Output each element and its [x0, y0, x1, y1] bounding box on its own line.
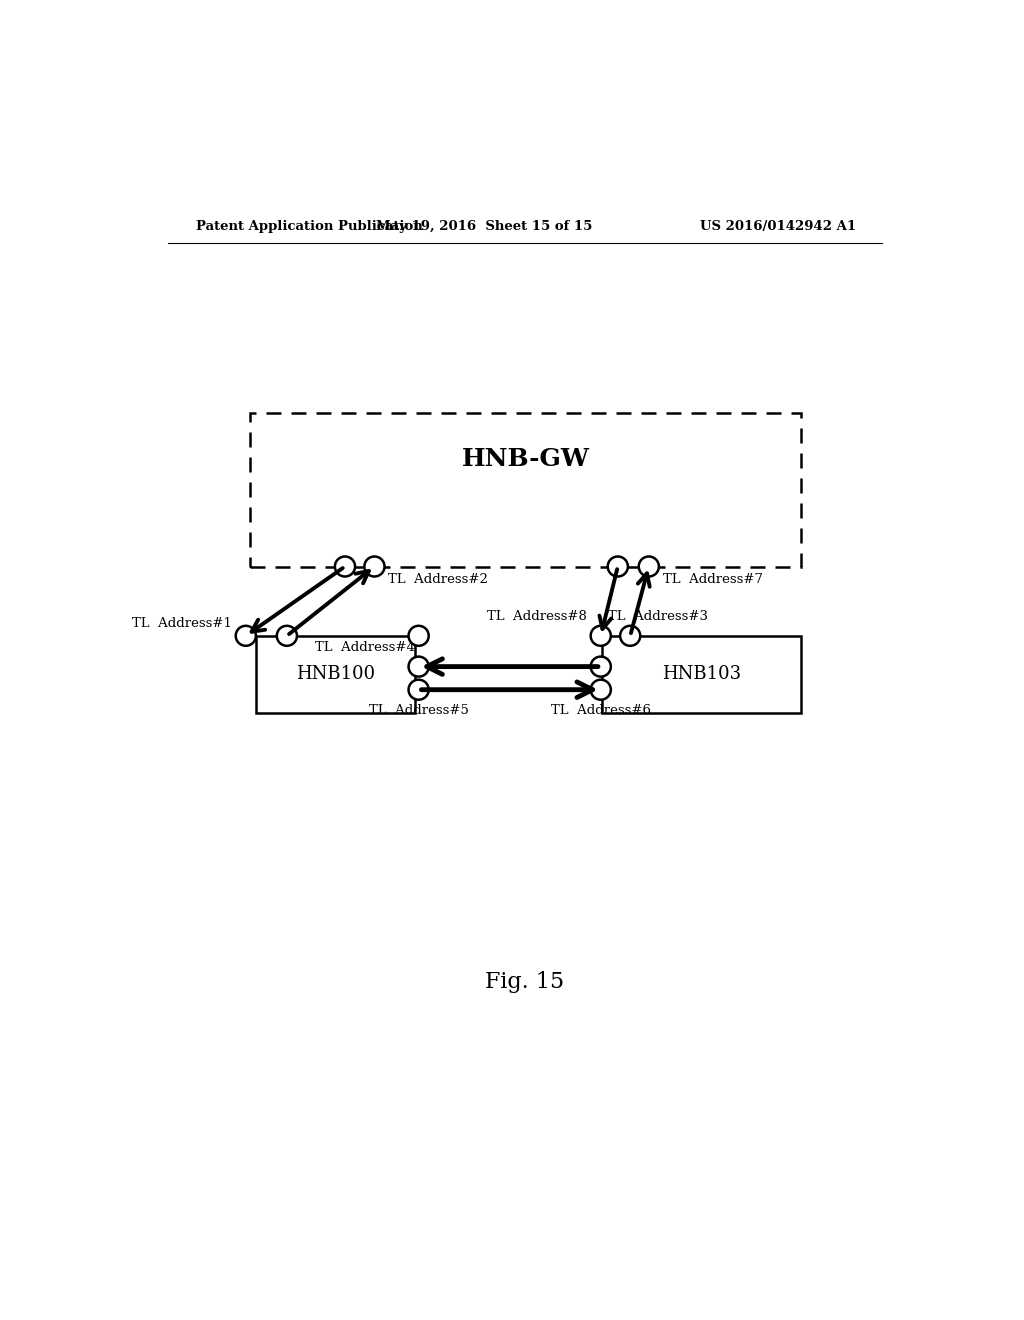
Bar — [256, 636, 415, 713]
Circle shape — [591, 626, 611, 645]
Text: TL  Address#2: TL Address#2 — [388, 573, 488, 586]
Circle shape — [236, 626, 256, 645]
Text: HNB100: HNB100 — [296, 665, 375, 684]
Circle shape — [335, 557, 355, 577]
Circle shape — [409, 626, 429, 645]
Circle shape — [409, 656, 429, 677]
Circle shape — [365, 557, 385, 577]
Text: TL  Address#3: TL Address#3 — [608, 610, 709, 623]
Circle shape — [591, 680, 611, 700]
Text: TL  Address#6: TL Address#6 — [551, 704, 650, 717]
Bar — [602, 636, 801, 713]
Text: HNB103: HNB103 — [662, 665, 741, 684]
Text: TL  Address#7: TL Address#7 — [663, 573, 763, 586]
Text: TL  Address#1: TL Address#1 — [132, 616, 231, 630]
Circle shape — [607, 557, 628, 577]
Text: Fig. 15: Fig. 15 — [485, 972, 564, 994]
Text: Patent Application Publication: Patent Application Publication — [197, 219, 423, 232]
Circle shape — [409, 680, 429, 700]
Circle shape — [591, 656, 611, 677]
Text: US 2016/0142942 A1: US 2016/0142942 A1 — [700, 219, 856, 232]
Circle shape — [621, 626, 640, 645]
Text: TL  Address#5: TL Address#5 — [369, 704, 469, 717]
Text: May 19, 2016  Sheet 15 of 15: May 19, 2016 Sheet 15 of 15 — [376, 219, 593, 232]
Circle shape — [276, 626, 297, 645]
Bar — [251, 412, 801, 566]
Circle shape — [639, 557, 658, 577]
Text: HNB-GW: HNB-GW — [462, 446, 590, 471]
Text: TL  Address#4: TL Address#4 — [314, 642, 415, 655]
Text: TL  Address#8: TL Address#8 — [487, 610, 587, 623]
